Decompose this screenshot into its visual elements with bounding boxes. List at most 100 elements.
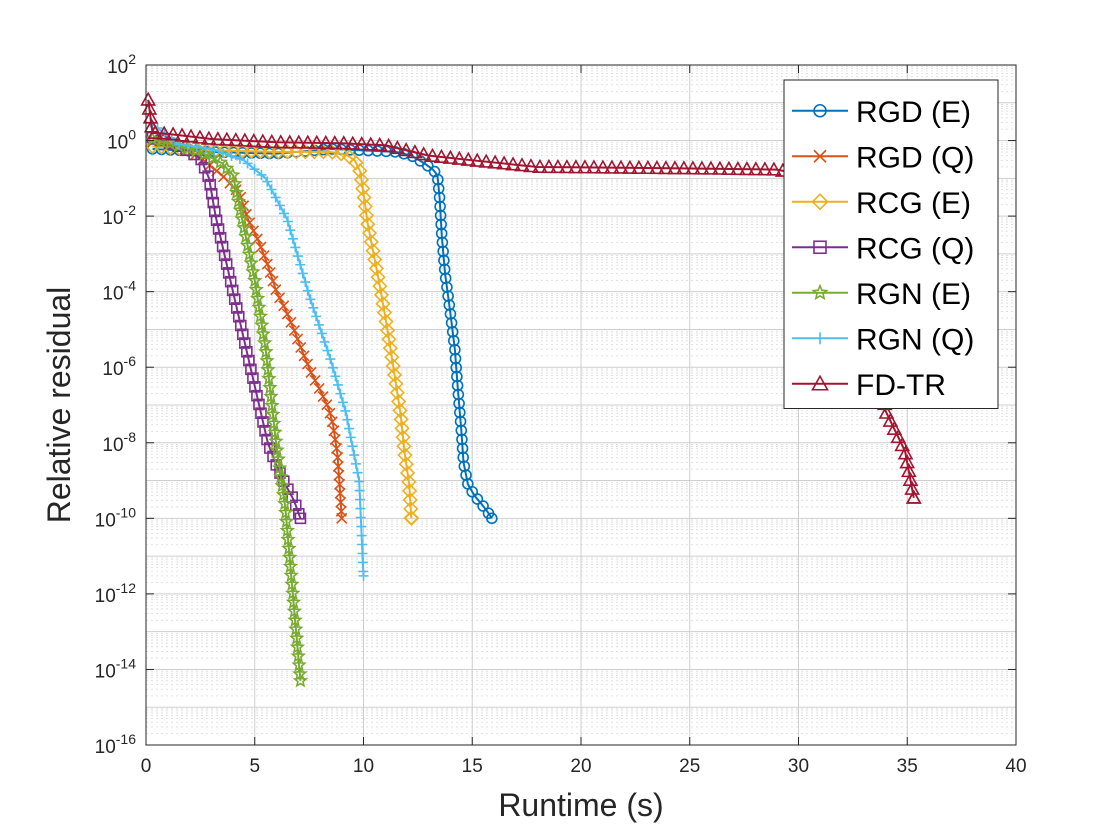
data-point <box>586 159 602 174</box>
data-point <box>266 415 282 430</box>
data-point <box>259 352 275 368</box>
data-point <box>332 451 344 463</box>
data-point <box>278 513 295 529</box>
data-point <box>262 379 278 395</box>
data-point <box>234 319 247 332</box>
data-point <box>394 420 410 436</box>
data-point <box>334 478 346 490</box>
data-point <box>321 399 333 411</box>
data-point <box>285 316 297 328</box>
data-point <box>324 144 340 160</box>
data-point <box>432 182 445 195</box>
data-point <box>289 499 302 512</box>
data-point <box>251 299 267 314</box>
data-point <box>335 388 346 399</box>
x-tick-label: 10 <box>353 756 374 777</box>
data-point <box>313 319 324 330</box>
data-point <box>355 503 366 514</box>
data-point <box>232 202 248 217</box>
data-point <box>559 159 575 174</box>
data-point <box>196 145 212 161</box>
data-point <box>385 358 401 374</box>
legend-item-rcg-q: RCG (Q) <box>792 232 974 265</box>
data-point <box>886 420 903 436</box>
data-point <box>282 558 299 574</box>
data-point <box>344 423 355 434</box>
data-point <box>487 154 503 169</box>
data-point <box>278 504 294 520</box>
data-point <box>287 612 303 627</box>
data-point <box>335 135 352 150</box>
data-point <box>234 210 250 226</box>
data-point <box>368 260 385 277</box>
data-point <box>685 160 701 175</box>
data-point <box>372 278 388 294</box>
data-point <box>477 500 489 512</box>
data-point <box>198 162 211 174</box>
data-point <box>279 522 295 538</box>
legend-marker <box>813 240 827 255</box>
data-point <box>241 346 253 358</box>
data-point <box>550 159 566 174</box>
legend: RGD (E) RGD (Q) RCG (E) RCG (Q) RGN (E) RGN (… <box>783 79 999 409</box>
data-point <box>290 242 301 253</box>
data-point <box>361 225 378 241</box>
data-point <box>267 424 283 439</box>
data-point <box>241 246 258 261</box>
data-point <box>239 337 251 349</box>
legend-item-rgn-e: RGN (E) <box>792 278 971 311</box>
y-tick-label: 10-8 <box>102 429 136 456</box>
data-point <box>334 487 346 499</box>
data-point <box>330 371 341 382</box>
data-point <box>192 129 208 144</box>
data-point <box>254 317 270 332</box>
data-point <box>219 160 235 175</box>
data-point <box>237 328 249 341</box>
data-point <box>225 167 241 182</box>
x-tick-label: 40 <box>1005 756 1026 777</box>
data-point <box>286 603 303 618</box>
data-point <box>281 540 297 556</box>
data-point <box>721 160 737 175</box>
data-point <box>392 402 408 419</box>
data-point <box>350 458 361 469</box>
data-point <box>256 334 273 350</box>
data-point <box>289 630 305 645</box>
data-point <box>376 305 393 321</box>
data-point <box>595 159 611 174</box>
data-point <box>469 152 486 167</box>
data-point <box>381 331 397 347</box>
data-point <box>183 128 199 143</box>
data-point <box>308 302 319 313</box>
legend-label: RCG (Q) <box>856 232 974 265</box>
data-point <box>228 293 241 305</box>
data-point <box>217 148 228 159</box>
data-point <box>247 372 259 384</box>
data-point <box>327 362 338 373</box>
data-point <box>333 469 345 481</box>
data-point <box>337 397 348 408</box>
data-point <box>270 192 281 203</box>
data-point <box>224 275 237 288</box>
data-point <box>386 367 403 383</box>
data-point <box>270 284 282 296</box>
data-point <box>292 251 303 262</box>
data-point <box>345 432 356 443</box>
data-point <box>577 159 593 174</box>
data-point <box>209 131 226 146</box>
x-tick-label: 15 <box>462 756 483 777</box>
data-point <box>393 411 409 428</box>
data-point <box>622 159 638 174</box>
data-point <box>317 134 334 149</box>
data-point <box>208 205 221 218</box>
data-point <box>298 350 310 362</box>
data-point <box>260 361 276 377</box>
data-point <box>249 164 260 175</box>
data-point <box>249 290 266 306</box>
data-point <box>457 451 469 464</box>
data-point <box>263 133 280 149</box>
data-point <box>328 425 340 437</box>
series-line-rgn-e <box>152 138 302 681</box>
data-point <box>236 132 253 147</box>
